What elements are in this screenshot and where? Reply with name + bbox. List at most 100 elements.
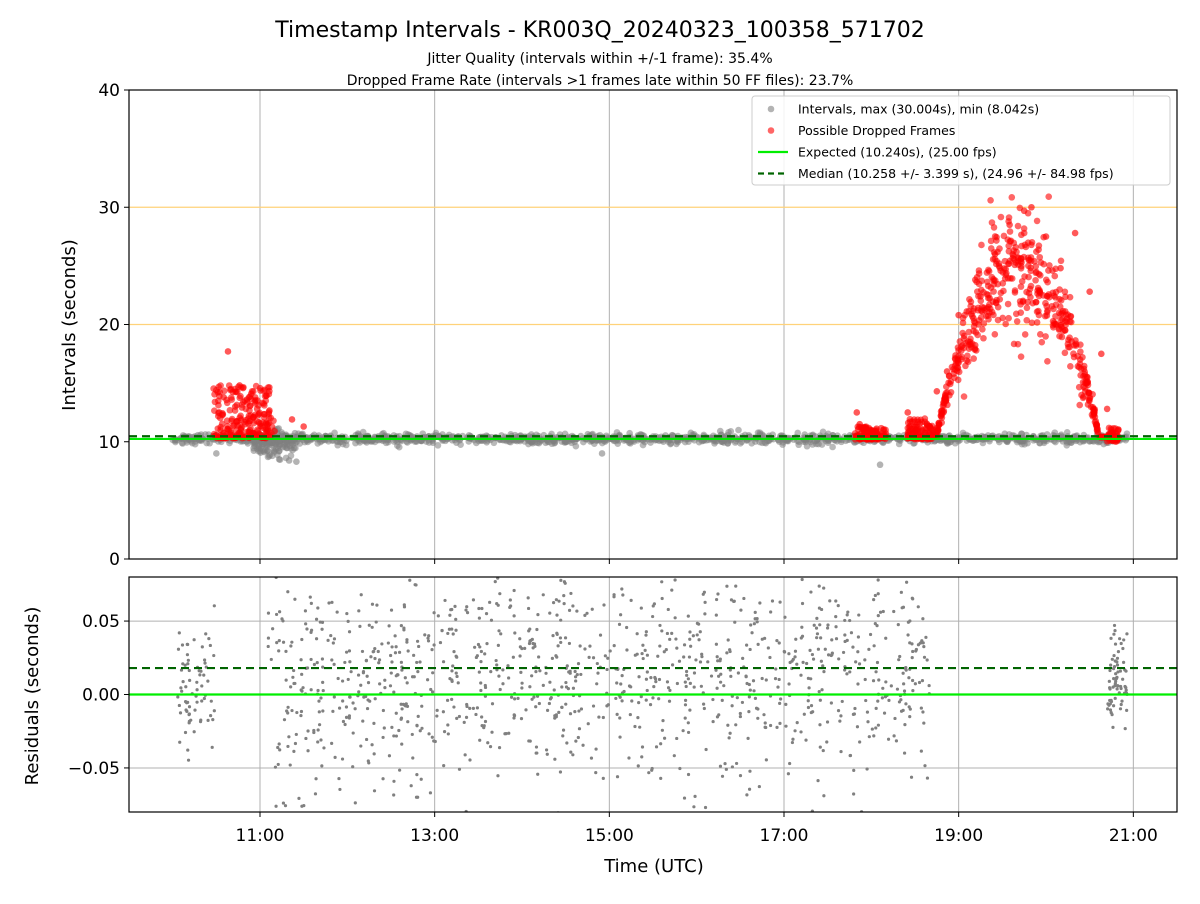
interval-point (735, 426, 742, 434)
residual-point (366, 681, 371, 685)
residual-point (911, 597, 915, 601)
residual-point (911, 678, 915, 683)
residual-point (576, 662, 581, 666)
residual-point (442, 764, 446, 768)
residual-point (806, 699, 810, 703)
residual-point (426, 636, 430, 640)
residual-point (394, 711, 398, 715)
residual-point (286, 590, 290, 594)
x-axis-label: Time (UTC) (603, 856, 704, 877)
residual-point (450, 607, 454, 612)
residual-point (446, 631, 450, 636)
residual-point (186, 642, 190, 647)
residual-point (603, 654, 607, 658)
dropped-frame-point (1014, 222, 1022, 230)
dropped-frame-point (1085, 389, 1093, 397)
residual-point (359, 683, 363, 687)
residual-point (367, 623, 371, 627)
dropped-frame-point (1026, 285, 1034, 293)
residual-point (518, 654, 522, 658)
residual-point (278, 748, 282, 752)
dropped-frame-point (1061, 326, 1069, 334)
residual-point (1113, 696, 1117, 700)
residual-point (724, 767, 728, 771)
residual-point (335, 610, 339, 614)
residual-point (763, 721, 767, 725)
dropped-frame-point (265, 410, 273, 417)
residual-point (564, 702, 568, 706)
residual-point (853, 706, 857, 711)
residual-point (925, 658, 929, 662)
residual-point (209, 713, 213, 718)
interval-point (809, 441, 816, 448)
residual-point (212, 604, 216, 608)
interval-outlier-point (598, 450, 606, 457)
residual-point (663, 548, 666, 551)
residual-point (327, 601, 331, 605)
residual-point (553, 716, 557, 720)
dropped-frame-point (1023, 316, 1031, 324)
residual-point (635, 652, 639, 656)
dropped-frame-point (985, 315, 992, 323)
residual-point (700, 655, 704, 659)
residual-point (682, 796, 687, 800)
residual-point (1121, 660, 1126, 664)
residual-point (573, 669, 577, 674)
dropped-frame-point (1043, 308, 1051, 316)
residual-point (480, 724, 484, 728)
residual-point (426, 639, 431, 643)
residual-point (752, 622, 756, 626)
residual-point (640, 745, 645, 749)
residual-point (389, 671, 393, 675)
residual-point (559, 640, 563, 645)
residual-point (810, 652, 815, 657)
residual-point (373, 656, 377, 661)
dropped-frame-point (1050, 305, 1057, 313)
dropped-frame-point (987, 305, 994, 313)
dropped-frame-point (1018, 259, 1025, 266)
residual-point (299, 713, 303, 718)
residual-point (295, 844, 298, 847)
residual-point (212, 653, 216, 658)
residual-point (465, 605, 469, 609)
residual-point (818, 723, 822, 727)
residual-point (715, 686, 719, 690)
residual-point (1122, 638, 1126, 642)
legend-marker-0 (767, 105, 775, 113)
residual-point (800, 577, 804, 582)
residual-point (381, 777, 385, 781)
interval-point (761, 439, 769, 446)
dropped-frame-point (1042, 333, 1049, 340)
residual-point (206, 679, 210, 683)
dropped-frame-point (983, 290, 991, 298)
residual-point (292, 668, 296, 673)
residual-point (856, 682, 860, 686)
dropped-frame-point (945, 379, 952, 387)
residual-point (823, 647, 827, 651)
residual-point (732, 599, 736, 603)
residual-point (192, 730, 196, 734)
residual-point (735, 696, 739, 700)
residual-point (636, 716, 640, 720)
residual-point (662, 562, 665, 565)
residual-point (637, 700, 641, 705)
residual-point (415, 724, 419, 728)
residual-point (890, 551, 893, 554)
residual-point (507, 731, 511, 735)
residual-point (659, 776, 663, 780)
residual-point (1121, 646, 1125, 651)
residual-point (398, 768, 402, 772)
residual-point (282, 718, 287, 722)
residual-point (785, 537, 788, 540)
residual-point (300, 672, 304, 676)
residual-point (834, 637, 839, 641)
dropped-frame-point (271, 427, 278, 435)
residual-point (843, 633, 847, 637)
residual-point (317, 699, 321, 703)
residual-point (806, 705, 811, 710)
residual-point (299, 658, 303, 662)
residual-point (321, 709, 325, 713)
residual-point (520, 681, 524, 685)
residual-point (200, 645, 204, 649)
dropped-frame-point (1023, 304, 1031, 312)
